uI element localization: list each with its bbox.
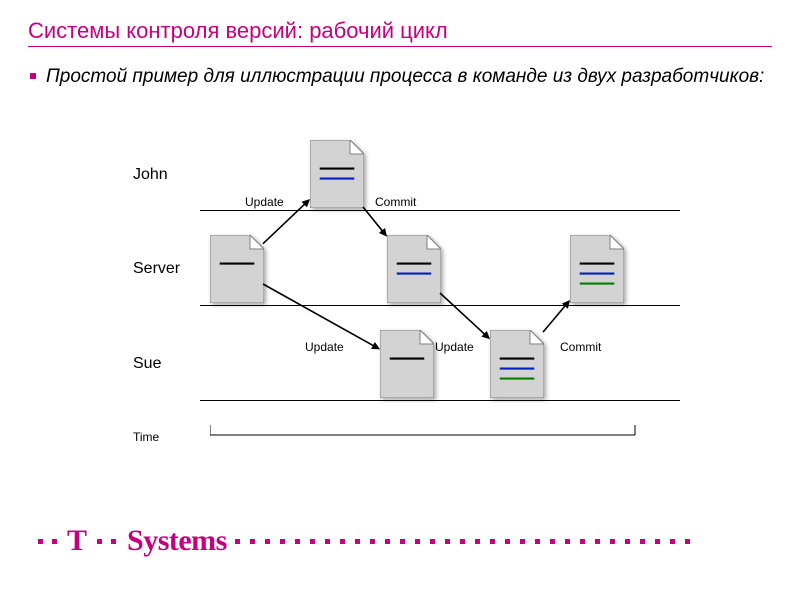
brand-dot — [520, 539, 525, 544]
brand-dot — [685, 539, 690, 544]
bullet-item: Простой пример для иллюстрации процесса … — [28, 65, 772, 89]
brand-dot — [490, 539, 495, 544]
timeline-label: Time — [133, 430, 159, 444]
arrow-label: Update — [305, 340, 344, 354]
lane-divider — [200, 400, 680, 401]
brand-dot — [97, 539, 102, 544]
lane-label: John — [133, 166, 168, 184]
brand-dot — [111, 539, 116, 544]
brand-dot — [445, 539, 450, 544]
brand-dot — [400, 539, 405, 544]
brand-dot — [670, 539, 675, 544]
arrow-label: Commit — [560, 340, 601, 354]
page-title: Системы контроля версий: рабочий цикл — [28, 18, 772, 47]
brand-dot — [385, 539, 390, 544]
brand-dot — [235, 539, 240, 544]
arrow-label: Update — [245, 195, 284, 209]
lane-label: Server — [133, 260, 180, 278]
brand-dot — [460, 539, 465, 544]
brand-dot — [265, 539, 270, 544]
brand-dot — [610, 539, 615, 544]
brand-dot — [38, 539, 43, 544]
bullet-marker — [30, 73, 36, 79]
brand-dot — [505, 539, 510, 544]
brand-dot — [250, 539, 255, 544]
arrow — [535, 292, 578, 340]
brand-dot — [280, 539, 285, 544]
arrow — [432, 285, 498, 347]
brand-dot — [325, 539, 330, 544]
bullet-text: Простой пример для иллюстрации процесса … — [46, 65, 764, 89]
brand-dot — [595, 539, 600, 544]
brand-dot — [625, 539, 630, 544]
brand-word: Systems — [125, 524, 231, 558]
brand-dot — [370, 539, 375, 544]
brand-dot — [430, 539, 435, 544]
arrow-label: Commit — [375, 195, 416, 209]
vcs-workflow-diagram: John Server Sue Update Commit Update Update Com… — [115, 140, 685, 460]
brand-dot — [565, 539, 570, 544]
lane-label: Sue — [133, 355, 161, 373]
brand-dot — [355, 539, 360, 544]
timeline — [210, 425, 639, 439]
brand-dot — [655, 539, 660, 544]
brand-dot — [580, 539, 585, 544]
brand-dot — [340, 539, 345, 544]
brand-dot — [475, 539, 480, 544]
brand-trail — [235, 539, 690, 544]
brand-dot — [52, 539, 57, 544]
brand-dot — [550, 539, 555, 544]
brand-dot — [310, 539, 315, 544]
brand-footer: T Systems — [0, 524, 800, 558]
brand-dot — [295, 539, 300, 544]
brand-dot — [535, 539, 540, 544]
brand-dot — [415, 539, 420, 544]
brand-dot — [640, 539, 645, 544]
brand-letter: T — [66, 524, 88, 558]
arrow-label: Update — [435, 340, 474, 354]
